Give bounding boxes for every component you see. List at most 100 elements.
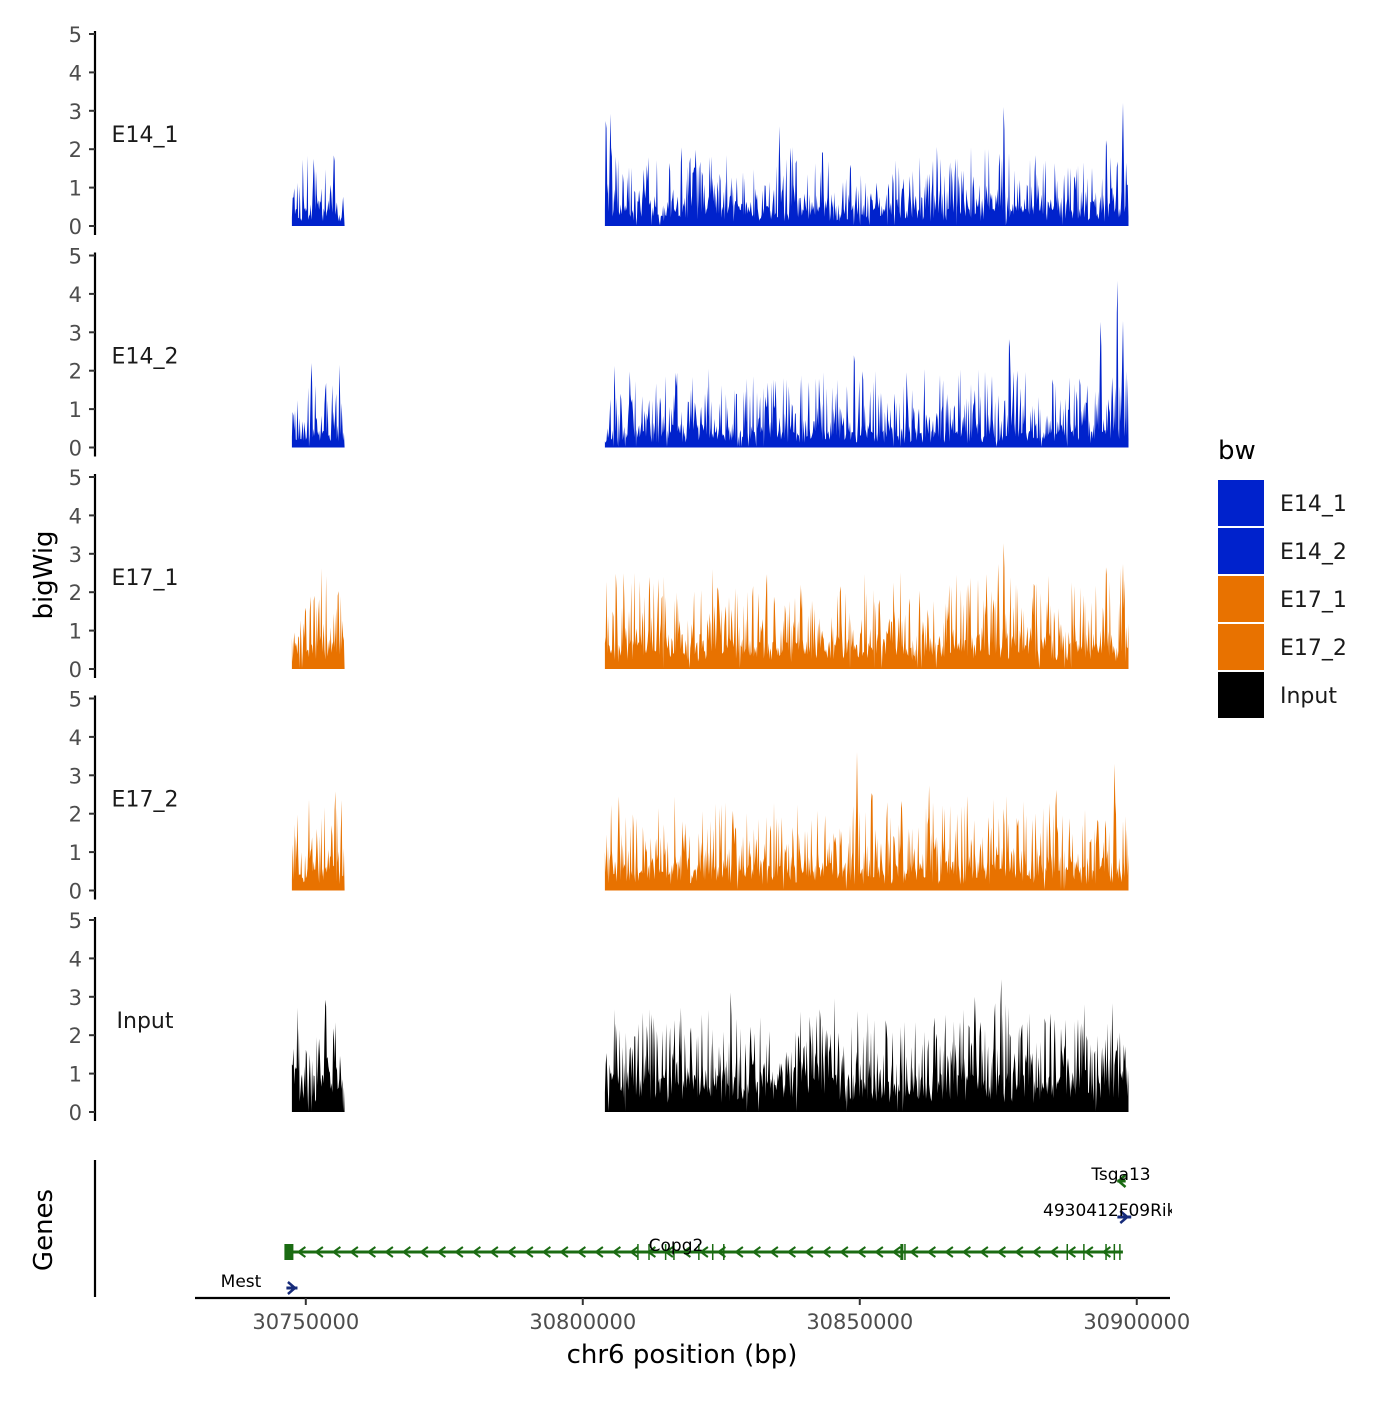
strand-chevron — [1049, 1246, 1059, 1258]
y-tick-label: 2 — [69, 360, 82, 384]
y-tick-label: 4 — [69, 283, 82, 307]
gene-Copg2: Copg2 — [284, 1236, 1123, 1260]
strand-chevron — [454, 1246, 464, 1258]
strand-chevron — [296, 1246, 306, 1258]
strand-chevron — [909, 1246, 919, 1258]
strand-chevron — [944, 1246, 954, 1258]
y-tick-label: 5 — [69, 909, 82, 933]
gene-Mest: Mest — [221, 1272, 298, 1295]
strand-chevron — [681, 1246, 691, 1258]
track-E14_1: 0 1 2 3 4 5 E14_1 — [69, 23, 1129, 239]
exon — [1119, 1244, 1121, 1260]
strand-chevron — [471, 1246, 481, 1258]
strand-chevron — [839, 1246, 849, 1258]
y-tick-label: 4 — [69, 947, 82, 971]
track-label: E14_2 — [112, 345, 179, 370]
track-label: E17_1 — [112, 566, 179, 591]
exon — [1113, 1244, 1116, 1260]
y-tick-label: 5 — [69, 245, 82, 269]
strand-chevron — [287, 1281, 297, 1295]
strand-chevron — [1031, 1246, 1041, 1258]
legend-swatch — [1218, 576, 1264, 622]
strand-chevron — [874, 1246, 884, 1258]
signal-area — [604, 102, 1129, 226]
signal-area — [604, 979, 1129, 1112]
strand-chevron — [629, 1246, 639, 1258]
y-tick-label: 4 — [69, 504, 82, 528]
gene-label: Tsga13 — [1090, 1165, 1150, 1185]
strand-chevron — [1084, 1246, 1094, 1258]
x-tick-label: 30850000 — [806, 1310, 913, 1334]
y-axis-title: bigWig — [29, 530, 59, 619]
legend-swatch — [1218, 672, 1264, 718]
y-tick-label: 5 — [69, 466, 82, 490]
y-tick-label: 4 — [69, 61, 82, 85]
strand-chevron — [979, 1246, 989, 1258]
genes-axis-title: Genes — [29, 1189, 59, 1271]
strand-chevron — [349, 1246, 359, 1258]
legend-swatch — [1218, 480, 1264, 526]
y-tick-label: 0 — [69, 215, 82, 239]
signal-area — [291, 791, 345, 891]
strand-chevron — [1014, 1246, 1024, 1258]
strand-chevron — [611, 1246, 621, 1258]
signal-area — [291, 155, 345, 226]
gene-label: Mest — [221, 1272, 262, 1292]
signal-area — [604, 543, 1129, 669]
strand-chevron — [506, 1246, 516, 1258]
legend-label: Input — [1280, 684, 1337, 709]
legend-label: E17_1 — [1280, 588, 1347, 613]
strand-chevron — [331, 1246, 341, 1258]
exon — [698, 1244, 700, 1260]
x-tick-label: 30900000 — [1083, 1310, 1190, 1334]
y-tick-label: 2 — [69, 138, 82, 162]
track-E17_1: 0 1 2 3 4 5 E17_1 — [69, 466, 1129, 682]
y-tick-label: 2 — [69, 1024, 82, 1048]
y-tick-label: 3 — [69, 986, 82, 1010]
strand-chevron — [1101, 1246, 1111, 1258]
strand-chevron — [961, 1246, 971, 1258]
signal-area — [291, 999, 345, 1112]
y-tick-label: 3 — [69, 764, 82, 788]
y-tick-label: 0 — [69, 658, 82, 682]
strand-chevron — [751, 1246, 761, 1258]
strand-chevron — [559, 1246, 569, 1258]
gene-4930412F09Rik: 4930412F09Rik — [1043, 1201, 1177, 1224]
signal-area — [604, 752, 1129, 891]
y-tick-label: 1 — [69, 177, 82, 201]
strand-chevron — [419, 1246, 429, 1258]
strand-chevron — [489, 1246, 499, 1258]
y-tick-label: 1 — [69, 841, 82, 865]
gene-Tsga13: Tsga13 — [1090, 1165, 1151, 1188]
strand-chevron — [366, 1246, 376, 1258]
track-label: Input — [117, 1009, 174, 1034]
track-Input: 0 1 2 3 4 5 Input — [69, 909, 1129, 1125]
y-tick-label: 4 — [69, 726, 82, 750]
y-tick-label: 5 — [69, 23, 82, 47]
signal-area — [291, 363, 345, 448]
exon — [904, 1244, 906, 1260]
strand-chevron — [734, 1246, 744, 1258]
y-tick-label: 3 — [69, 321, 82, 345]
legend-swatch — [1218, 528, 1264, 574]
y-tick-label: 0 — [69, 437, 82, 461]
gene-label: 4930412F09Rik — [1043, 1201, 1177, 1221]
strand-chevron — [436, 1246, 446, 1258]
strand-chevron — [576, 1246, 586, 1258]
strand-chevron — [891, 1246, 901, 1258]
strand-chevron — [856, 1246, 866, 1258]
strand-chevron — [384, 1246, 394, 1258]
exon — [1105, 1244, 1107, 1260]
exon — [711, 1244, 714, 1260]
y-tick-label: 2 — [69, 581, 82, 605]
strand-chevron — [769, 1246, 779, 1258]
legend-title: bw — [1218, 436, 1256, 466]
exon — [723, 1244, 725, 1260]
exon — [1083, 1244, 1085, 1260]
legend-label: E14_1 — [1280, 492, 1347, 517]
y-tick-label: 3 — [69, 543, 82, 567]
exon — [1066, 1244, 1069, 1260]
y-tick-label: 1 — [69, 620, 82, 644]
track-E14_2: 0 1 2 3 4 5 E14_2 — [69, 245, 1129, 461]
